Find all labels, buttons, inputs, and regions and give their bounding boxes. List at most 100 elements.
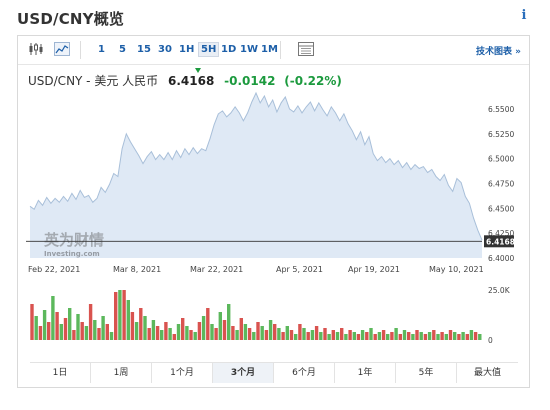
x-tick-label: Apr 5, 2021	[276, 265, 323, 274]
range-button-6[interactable]: 5年	[396, 363, 457, 383]
volume-bar	[231, 326, 235, 340]
y-tick-label: 6.4250	[488, 229, 514, 238]
price-change-percent: (-0.22%)	[284, 74, 342, 88]
last-price: 6.4168	[167, 74, 215, 88]
volume-bar	[356, 334, 361, 340]
volume-bar	[147, 328, 151, 340]
volume-bar	[126, 300, 130, 340]
volume-bar	[164, 322, 168, 340]
volume-bar	[381, 330, 386, 340]
volume-bar	[189, 330, 193, 340]
volume-bar	[473, 332, 478, 340]
volume-bar	[114, 292, 118, 340]
range-button-3[interactable]: 3个月	[213, 363, 274, 383]
volume-bar	[181, 318, 185, 340]
volume-bar	[264, 330, 269, 340]
volume-bar	[239, 318, 243, 340]
quote-line: USD/CNY - 美元 人民币 6.4168 -0.0142 (-0.22%)	[28, 72, 342, 89]
volume-bar	[289, 330, 294, 340]
price-change: -0.0142	[224, 74, 276, 88]
volume-bar	[306, 332, 310, 340]
table-icon[interactable]	[298, 42, 314, 56]
timeframe-5[interactable]: 5	[119, 44, 126, 55]
range-selector: 1日 1周 1个月 3个月 6个月 1年 5年 最大值	[30, 362, 518, 383]
volume-bar	[277, 328, 281, 340]
volume-bar	[63, 318, 68, 340]
watermark-site: Investing.com	[44, 250, 100, 258]
volume-bar	[360, 330, 365, 340]
volume-bar	[139, 308, 143, 340]
volume-bar	[377, 332, 382, 340]
range-button-1[interactable]: 1周	[91, 363, 152, 383]
volume-bar	[285, 326, 289, 340]
volume-bar	[84, 326, 89, 340]
volume-bar	[214, 328, 218, 340]
range-button-7[interactable]: 最大值	[473, 368, 501, 378]
volume-bar	[55, 312, 59, 340]
price-area	[30, 93, 482, 258]
volume-bar	[453, 332, 457, 340]
range-button-0[interactable]: 1日	[30, 363, 91, 383]
volume-bar	[59, 324, 63, 340]
timeframe-1w[interactable]: 1W	[240, 44, 258, 55]
y-tick-label: 6.4500	[488, 204, 514, 213]
timeframe-5h[interactable]: 5H	[198, 42, 220, 57]
volume-bar	[323, 328, 327, 340]
volume-bar	[310, 330, 315, 340]
volume-bar	[122, 290, 126, 340]
y-tick-label: 6.4750	[488, 179, 514, 188]
volume-bar	[461, 332, 465, 340]
volume-bar	[298, 324, 302, 340]
volume-bar	[260, 326, 264, 340]
volume-bar	[160, 330, 164, 340]
volume-bar	[93, 320, 97, 340]
toolbar-divider	[280, 41, 281, 59]
volume-bar	[42, 310, 47, 340]
technical-chart-link[interactable]: 技术图表 »	[476, 47, 521, 57]
volume-bar	[327, 334, 331, 340]
area-chart-icon[interactable]	[54, 42, 70, 56]
candlestick-icon[interactable]	[28, 42, 44, 56]
volume-bar	[168, 328, 172, 340]
volume-bar	[38, 326, 43, 340]
volume-bar	[415, 330, 419, 340]
volume-bar	[68, 308, 72, 340]
toolbar-divider	[80, 41, 81, 59]
x-tick-label: Apr 19, 2021	[348, 265, 400, 274]
chart-widget: 1 5 15 30 1H 5H 1D 1W 1M 技术图表 » USD/CNY - 美元 人民币…	[17, 35, 530, 388]
volume-bar	[197, 322, 202, 340]
volume-bar	[352, 332, 356, 340]
timeframe-1m[interactable]: 1M	[261, 44, 278, 55]
timeframe-1d[interactable]: 1D	[221, 44, 237, 55]
volume-bar	[76, 314, 80, 340]
volume-tick-label: 0	[488, 336, 493, 345]
volume-bar	[386, 334, 390, 340]
volume-bar	[101, 316, 105, 340]
info-icon[interactable]: i	[521, 8, 527, 23]
timeframe-30[interactable]: 30	[158, 44, 172, 55]
volume-bar	[47, 322, 51, 340]
timeframe-1h[interactable]: 1H	[179, 44, 195, 55]
range-button-5[interactable]: 1年	[335, 363, 396, 383]
volume-bar	[109, 332, 114, 340]
volume-bar	[348, 330, 352, 340]
volume-bar	[185, 326, 189, 340]
volume-bar	[30, 304, 34, 340]
timeframe-15[interactable]: 15	[137, 44, 151, 55]
volume-bar	[281, 332, 285, 340]
volume-bar	[319, 332, 323, 340]
volume-bar	[252, 332, 256, 340]
current-price-tag	[484, 235, 514, 248]
timeframe-1[interactable]: 1	[98, 44, 105, 55]
volume-bar	[155, 326, 160, 340]
range-button-4[interactable]: 6个月	[274, 363, 335, 383]
volume-bar	[440, 332, 444, 340]
volume-bar	[457, 334, 461, 340]
range-button-2[interactable]: 1个月	[152, 363, 213, 383]
volume-bar	[143, 316, 147, 340]
volume-bar	[273, 324, 277, 340]
x-tick-label: Feb 22, 2021	[28, 265, 80, 274]
volume-bar	[118, 290, 122, 340]
volume-bar	[227, 304, 231, 340]
